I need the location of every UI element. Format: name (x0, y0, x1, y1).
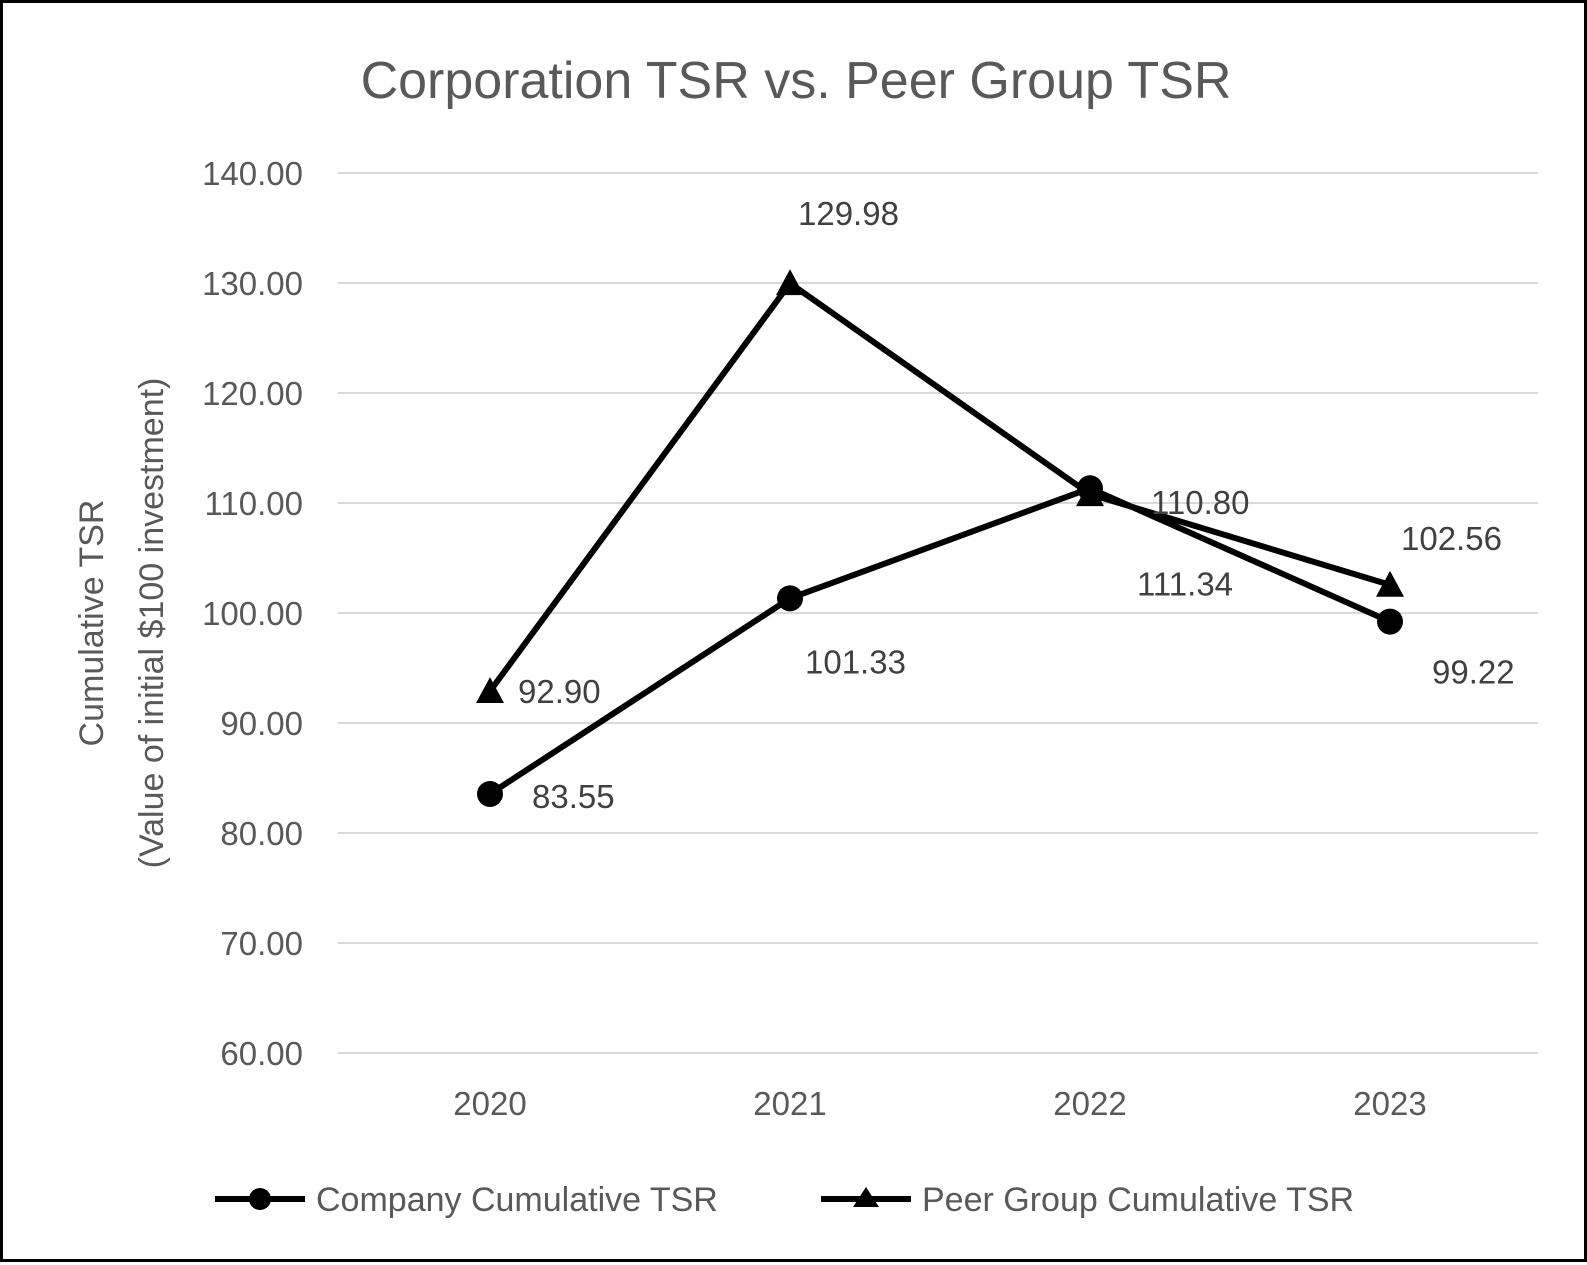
series-line-peer (487, 280, 1391, 693)
data-label-peer: 129.98 (798, 195, 899, 232)
x-tick-label: 2020 (453, 1085, 526, 1122)
data-point-peer (776, 269, 804, 296)
series-line-company (488, 485, 1392, 797)
line-chart: Corporation TSR vs. Peer Group TSR 60.00… (73, 52, 1538, 1219)
y-tick-label: 80.00 (220, 815, 303, 852)
x-tick-label: 2021 (753, 1085, 826, 1122)
y-tick-label: 110.00 (205, 485, 303, 522)
legend-item-peer: Peer Group Cumulative TSR (821, 1181, 1354, 1219)
y-axis-title: Cumulative TSR (Value of initial $100 in… (73, 378, 171, 869)
legend-item-company: Company Cumulative TSR (215, 1181, 718, 1219)
y-axis-title-line-1: Cumulative TSR (73, 500, 111, 747)
x-tick-label: 2023 (1353, 1085, 1426, 1122)
data-label-peer: 92.90 (518, 673, 601, 710)
y-tick-label: 60.00 (220, 1035, 303, 1072)
y-tick-label: 120.00 (202, 375, 303, 412)
data-point-company (777, 585, 803, 612)
y-axis-title-line-2: (Value of initial $100 investment) (133, 378, 171, 869)
data-point-company (477, 780, 503, 807)
y-tick-label: 90.00 (220, 705, 303, 742)
x-axis-ticks: 2020 2021 2022 2023 (453, 1085, 1426, 1122)
series (476, 269, 1404, 807)
data-point-peer (1076, 480, 1104, 507)
y-tick-label: 100.00 (202, 595, 303, 632)
data-label-company: 99.22 (1432, 654, 1515, 691)
data-label-company: 101.33 (805, 643, 906, 680)
legend-label-peer: Peer Group Cumulative TSR (922, 1181, 1354, 1219)
data-label-company: 111.34 (1137, 565, 1233, 602)
data-label-peer: 102.56 (1401, 520, 1502, 557)
y-axis-ticks: 60.00 70.00 80.00 90.00 100.00 110.00 120.00 13… (202, 155, 303, 1072)
legend: Company Cumulative TSR Peer Group Cumula… (215, 1181, 1354, 1219)
y-tick-label: 130.00 (202, 265, 303, 302)
y-tick-label: 70.00 (220, 925, 303, 962)
data-labels: 83.55 101.33 111.34 99.22 92.90 129.98 110.80 1… (518, 195, 1515, 815)
legend-marker-triangle (853, 1187, 879, 1207)
data-label-peer: 110.80 (1151, 484, 1249, 521)
data-point-peer (1376, 570, 1404, 597)
legend-marker-circle (249, 1188, 271, 1210)
data-point-company (1377, 608, 1403, 635)
legend-label-company: Company Cumulative TSR (316, 1181, 718, 1219)
chart-title: Corporation TSR vs. Peer Group TSR (361, 52, 1232, 110)
gridlines (338, 172, 1538, 1054)
data-label-company: 83.55 (532, 778, 615, 815)
y-tick-label: 140.00 (202, 155, 303, 192)
x-tick-label: 2022 (1053, 1085, 1126, 1122)
data-point-peer (476, 677, 504, 703)
